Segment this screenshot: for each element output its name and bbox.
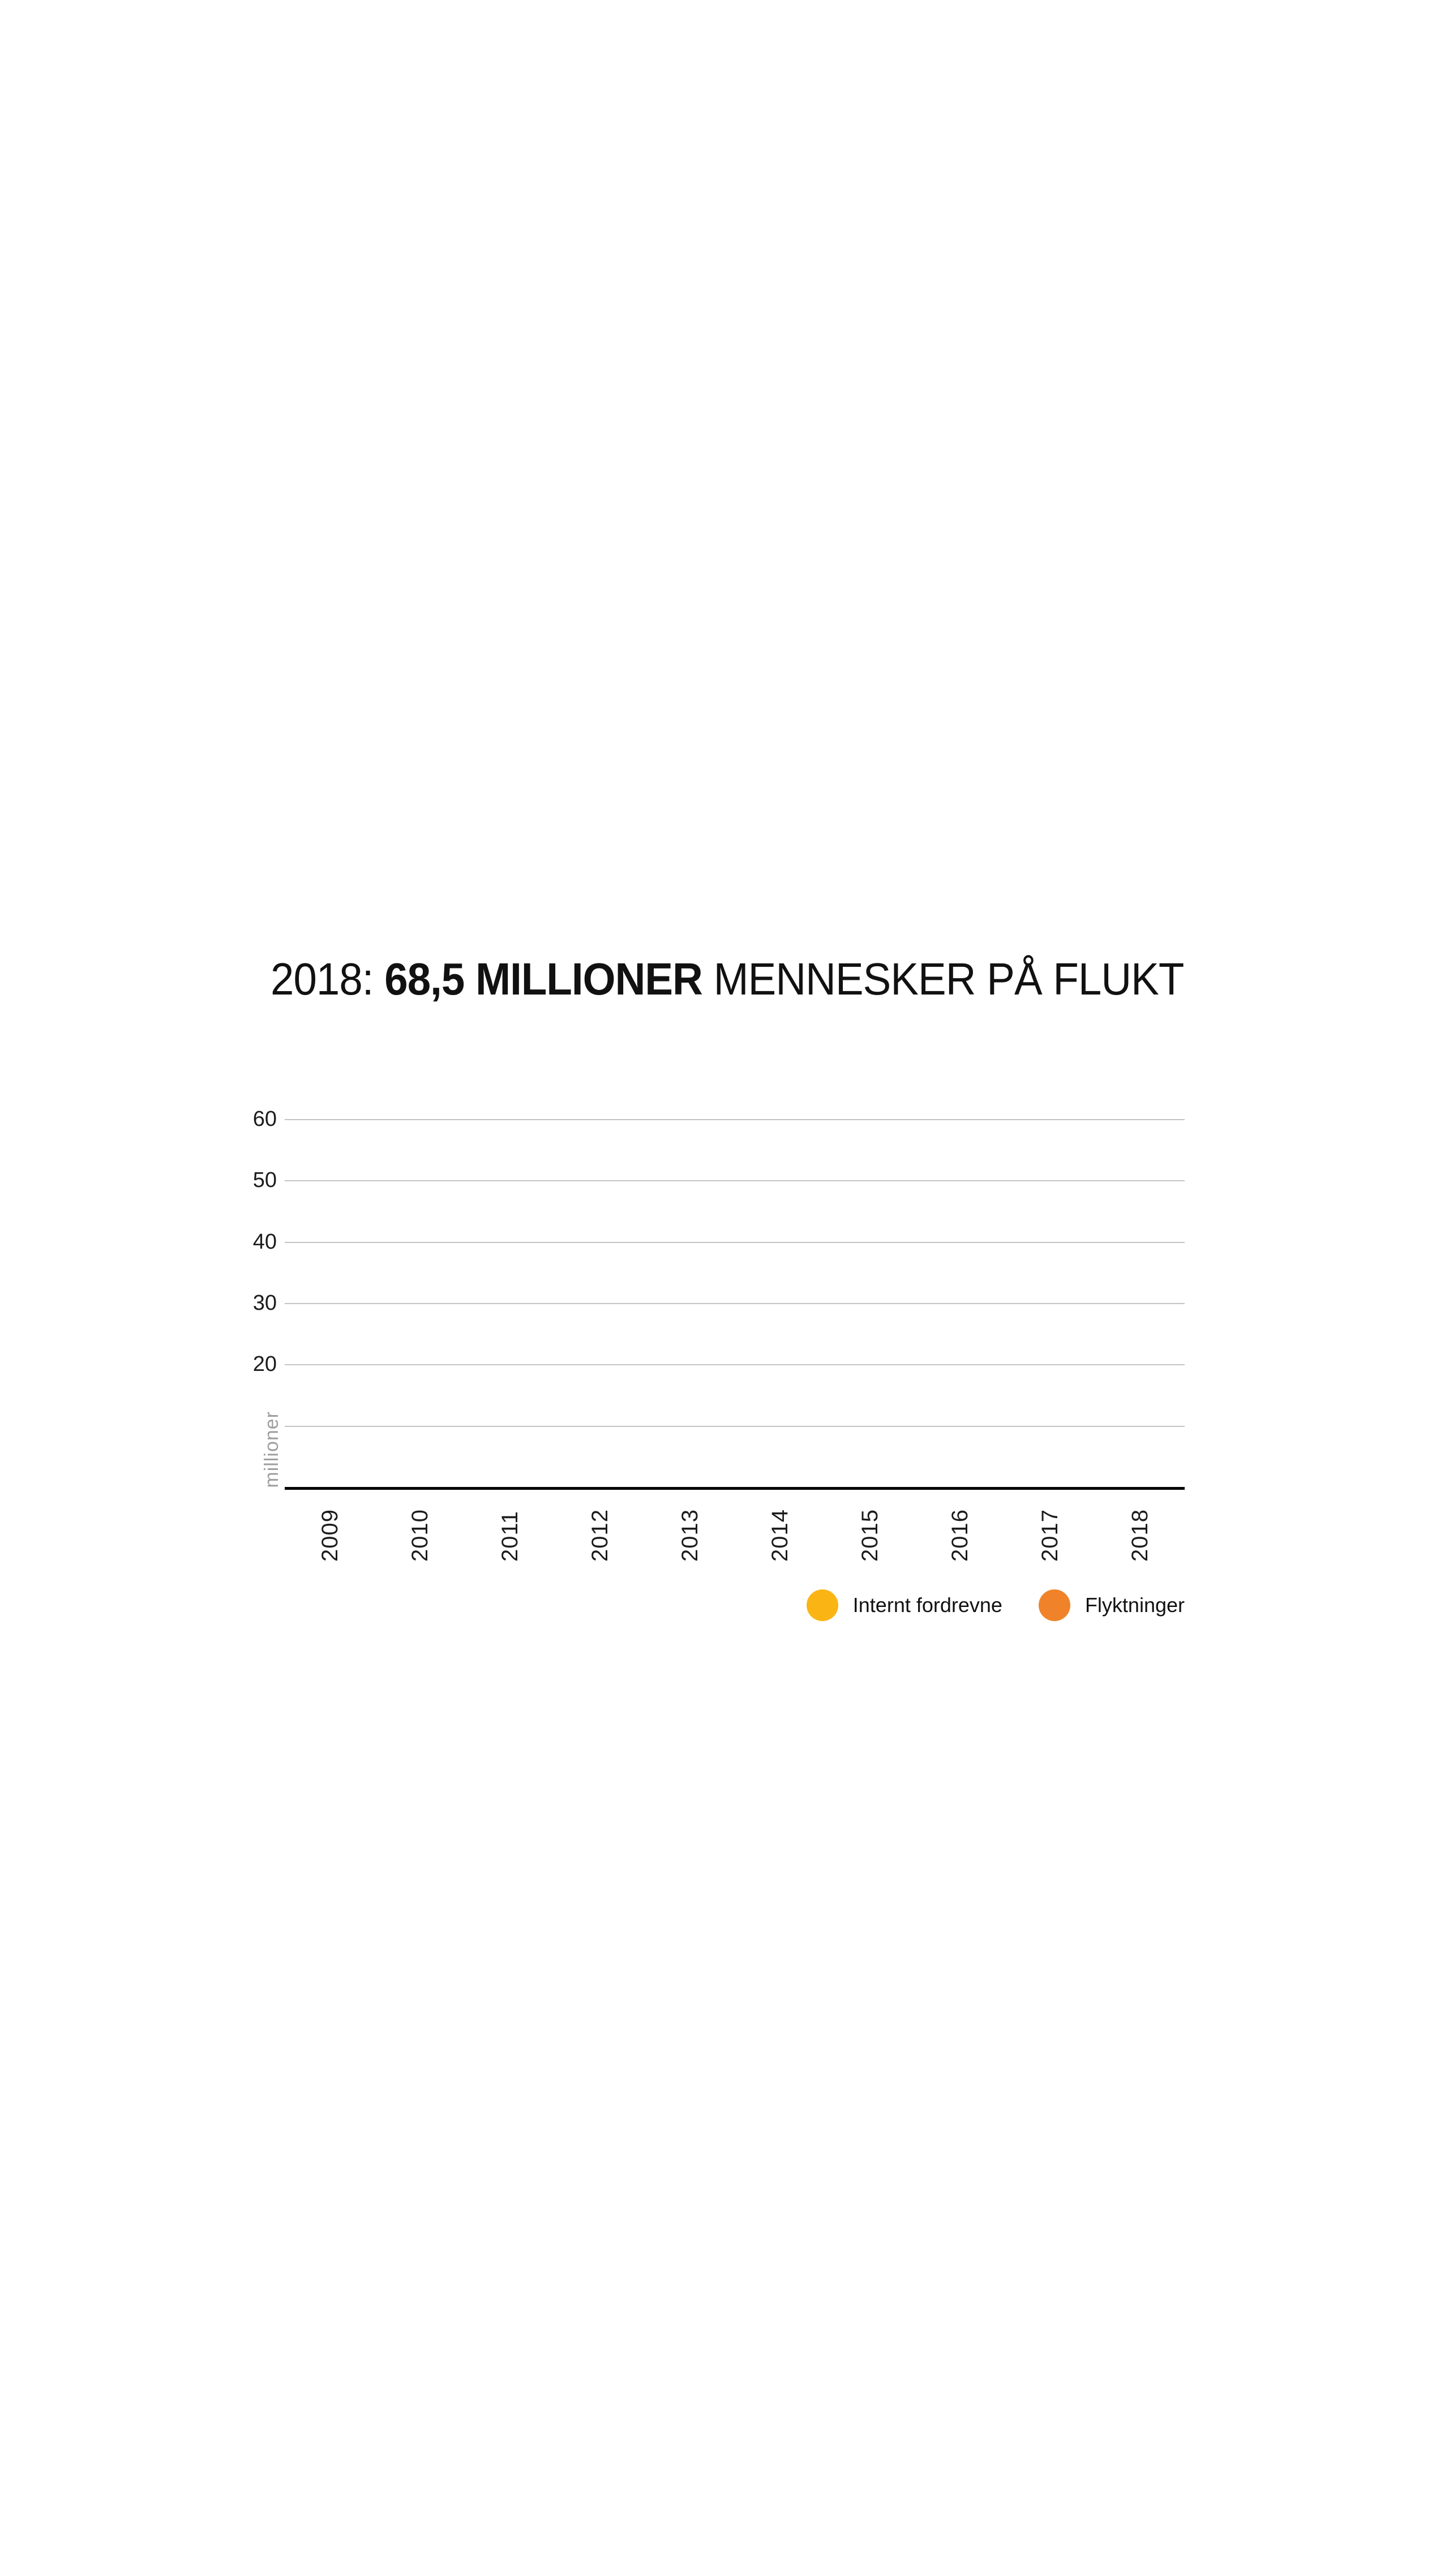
x-tick-2015: 2015 xyxy=(825,1490,915,1562)
legend-swatch-circle-orange xyxy=(1038,1589,1070,1621)
x-tick-label: 2009 xyxy=(317,1509,342,1562)
x-tick-label: 2013 xyxy=(677,1509,702,1562)
x-tick-label: 2012 xyxy=(587,1509,612,1562)
x-tick-label: 2015 xyxy=(857,1509,882,1562)
legend: Internt fordrevne Flyktninger xyxy=(806,1589,1185,1621)
gridline-60 xyxy=(285,1119,1185,1120)
x-tick-2014: 2014 xyxy=(735,1490,825,1562)
y-tick-40: 40 xyxy=(252,1230,277,1254)
legend-label: Flyktninger xyxy=(1084,1593,1185,1617)
title-suffix: MENNESKER PÅ FLUKT xyxy=(702,954,1185,1004)
x-tick-2011: 2011 xyxy=(465,1490,555,1562)
x-tick-label: 2014 xyxy=(767,1509,792,1562)
x-tick-2016: 2016 xyxy=(915,1490,1005,1562)
x-tick-2018: 2018 xyxy=(1095,1490,1185,1562)
x-tick-2009: 2009 xyxy=(285,1490,375,1562)
x-tick-label: 2016 xyxy=(947,1509,972,1562)
x-tick-label: 2017 xyxy=(1037,1509,1062,1562)
x-tick-2013: 2013 xyxy=(645,1490,735,1562)
gridline-30 xyxy=(285,1303,1185,1304)
y-tick-30: 30 xyxy=(252,1291,277,1315)
gridline-50 xyxy=(285,1180,1185,1181)
x-tick-label: 2011 xyxy=(497,1510,522,1562)
page-title: 2018: 68,5 MILLIONER MENNESKER PÅ FLUKT xyxy=(271,954,1184,1004)
x-tick-2010: 2010 xyxy=(375,1490,465,1562)
x-tick-2017: 2017 xyxy=(1005,1490,1095,1562)
legend-item-flyktninger[interactable]: Flyktninger xyxy=(1038,1589,1185,1621)
legend-label: Internt fordrevne xyxy=(852,1593,1002,1617)
x-tick-label: 2018 xyxy=(1127,1509,1152,1562)
x-axis: 2009 2010 2011 2012 2013 2014 2015 2016 … xyxy=(285,1490,1185,1562)
x-tick-label: 2010 xyxy=(407,1509,432,1562)
y-tick-60: 60 xyxy=(252,1107,277,1131)
title-prefix: 2018: xyxy=(271,954,385,1004)
y-tick-50: 50 xyxy=(252,1168,277,1192)
y-tick-20: 20 xyxy=(252,1352,277,1376)
chart-figure: 2018: 68,5 MILLIONER MENNESKER PÅ FLUKT … xyxy=(253,954,1188,1621)
legend-item-internt-fordrevne[interactable]: Internt fordrevne xyxy=(806,1589,1002,1621)
y-axis-unit-label: millioner xyxy=(261,1411,282,1488)
title-highlight-value: 68,5 MILLIONER xyxy=(384,954,703,1004)
gridline-20 xyxy=(285,1364,1185,1365)
x-tick-2012: 2012 xyxy=(555,1490,645,1562)
gridline-10 xyxy=(285,1426,1185,1427)
gridline-40 xyxy=(285,1242,1185,1243)
chart-area: 60 50 40 30 20 millioner 2009 2010 2011 … xyxy=(253,1108,1185,1562)
plot-area: 60 50 40 30 20 millioner xyxy=(253,1108,1185,1490)
legend-swatch-circle-yellow xyxy=(806,1589,838,1621)
